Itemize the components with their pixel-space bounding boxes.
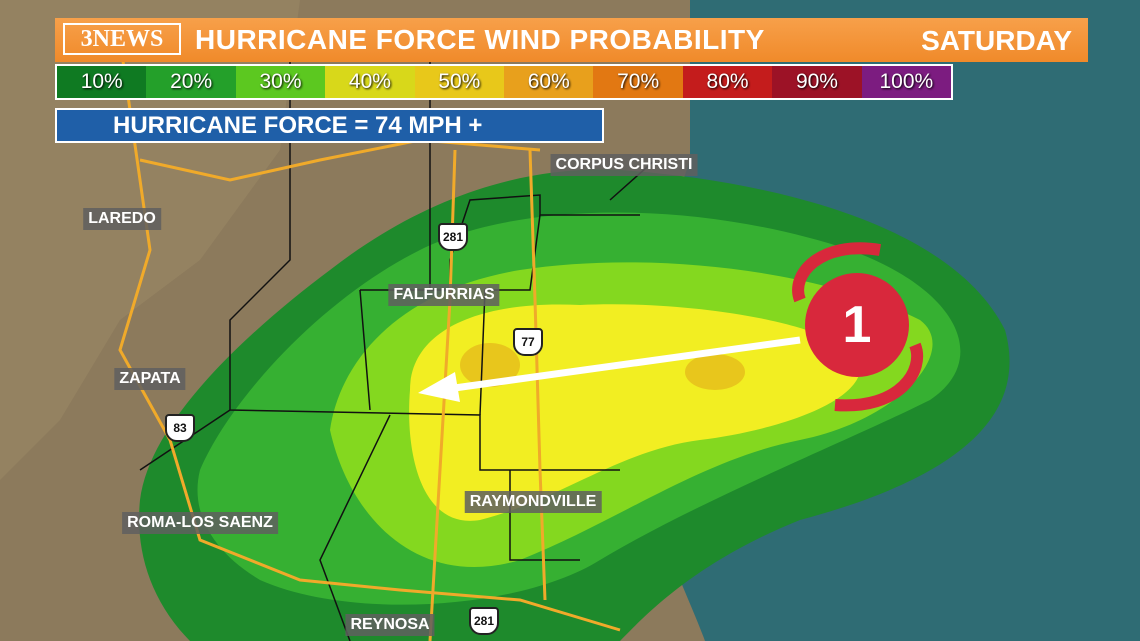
city-label: FALFURRIAS [388,284,500,306]
logo: 3NEWS [63,23,181,55]
legend-item: 20% [146,66,236,98]
storm-icon [805,273,909,377]
day: SATURDAY [921,25,1072,56]
city-label: LAREDO [83,208,161,230]
city-label: CORPUS CHRISTI [550,154,698,176]
legend: 10% 20% 30% 40% 50% 60% 70% 80% 90% 100% [55,64,953,100]
arrow-head [418,372,460,402]
contour-40 [409,304,861,521]
storm-band [792,242,881,303]
title-bar: 3NEWS HURRICANE FORCE WIND PROBABILITY S… [55,18,1088,62]
city-label: ROMA-LOS SAENZ [122,512,278,534]
city-label: RAYMONDVILLE [464,491,602,513]
legend-item: 60% [504,66,594,98]
storm-band [834,342,924,412]
storm-category: 1 [842,296,872,354]
legend-item: 70% [593,66,683,98]
legend-item: 100% [861,66,952,98]
contour-50 [460,343,520,387]
city-label: REYNOSA [345,614,435,636]
city-label: ZAPATA [114,368,186,390]
legend-item: 80% [682,66,773,98]
legend-item: 50% [414,66,505,98]
track-arrow [439,336,801,394]
highway-shield: 281 [469,607,499,635]
highway-shield: 83 [165,414,195,442]
legend-item: 90% [772,66,862,98]
title: HURRICANE FORCE WIND PROBABILITY [195,24,765,55]
legend-item: 30% [235,66,326,98]
definition: HURRICANE FORCE = 74 MPH + [55,108,604,143]
contour-50 [685,354,745,390]
highway-shield: 77 [513,328,543,356]
highway-shield: 281 [438,223,468,251]
legend-item: 40% [325,66,415,98]
legend-item: 10% [57,66,147,98]
